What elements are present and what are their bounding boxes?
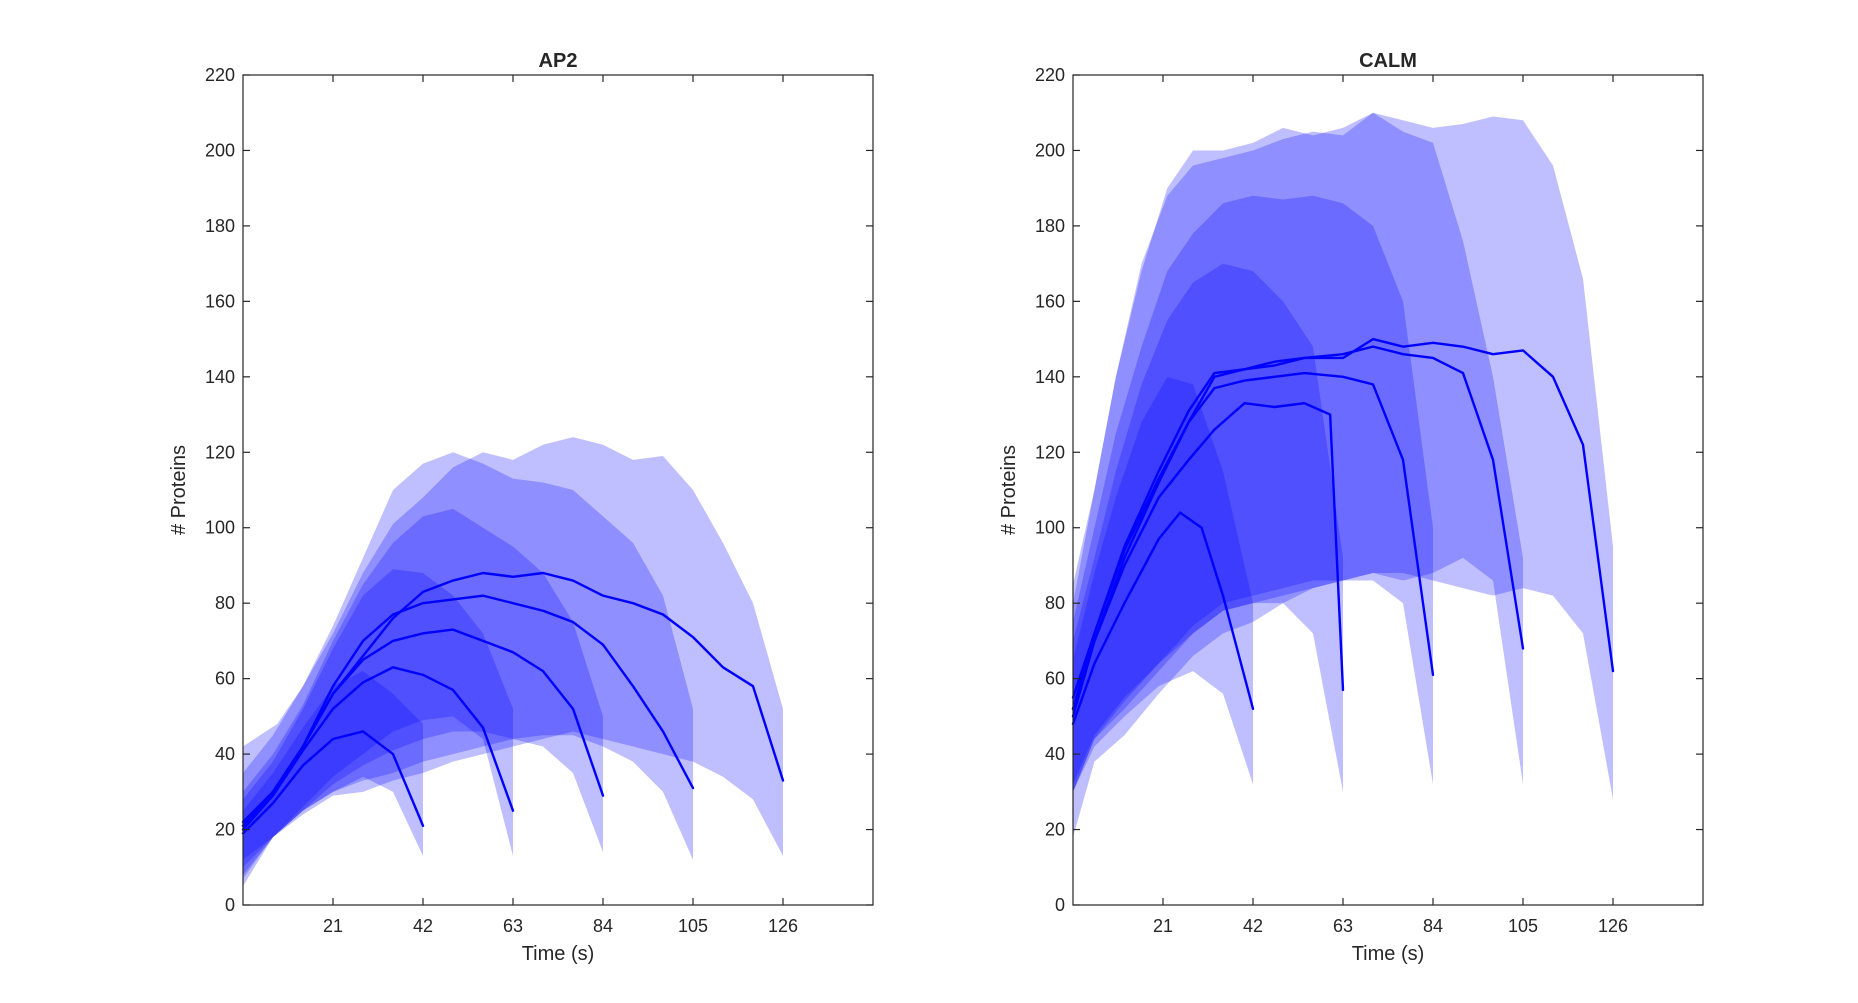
y-tick-label: 100 bbox=[205, 518, 235, 538]
confidence-band-84 bbox=[1073, 195, 1433, 792]
y-axis-label: # Proteins bbox=[168, 445, 190, 535]
y-tick-label: 140 bbox=[1035, 367, 1065, 387]
y-tick-label: 0 bbox=[1055, 895, 1065, 915]
axes-box bbox=[1072, 74, 1704, 906]
y-axis-label: # Proteins bbox=[998, 445, 1020, 535]
mean-line-84 bbox=[1071, 371, 1435, 699]
y-tick-label: 180 bbox=[1035, 216, 1065, 236]
mean-line-84 bbox=[241, 628, 605, 827]
y-tick-label: 60 bbox=[1045, 669, 1065, 689]
y-tick-label: 140 bbox=[205, 367, 235, 387]
chart-panel-ap2: 0 20 40 60 80 100 120 140 160 180 200 220 21 42 63 84 10… bbox=[168, 50, 874, 965]
x-tick-label: 126 bbox=[768, 916, 798, 936]
y-tick-label: 100 bbox=[1035, 518, 1065, 538]
y-tick-label: 120 bbox=[1035, 442, 1065, 462]
confidence-band-42 bbox=[1073, 376, 1253, 792]
confidence-band-42 bbox=[243, 671, 423, 860]
y-tick-label: 20 bbox=[215, 820, 235, 840]
x-tick-label: 42 bbox=[413, 916, 433, 936]
y-tick-label: 200 bbox=[205, 140, 235, 160]
x-axis-label: Time (s) bbox=[1352, 943, 1425, 965]
y-tick-label: 80 bbox=[215, 593, 235, 613]
y-tick-label: 80 bbox=[1045, 593, 1065, 613]
chart-panel-calm: 0 20 40 60 80 100 120 140 160 180 200 220 21 42 63 84 10… bbox=[998, 50, 1704, 965]
x-tick-label: 84 bbox=[593, 916, 613, 936]
y-tick-label: 40 bbox=[215, 744, 235, 764]
chart-title: AP2 bbox=[539, 50, 578, 72]
x-tick-label: 63 bbox=[503, 916, 523, 936]
confidence-band-126 bbox=[1073, 112, 1613, 838]
mean-line-42 bbox=[1071, 511, 1255, 726]
x-tick-label: 21 bbox=[1153, 916, 1173, 936]
y-tick-label: 0 bbox=[225, 895, 235, 915]
y-tick-label: 160 bbox=[205, 291, 235, 311]
y-tick-label: 60 bbox=[215, 669, 235, 689]
x-tick-label: 63 bbox=[1333, 916, 1353, 936]
y-tick-label: 200 bbox=[1035, 140, 1065, 160]
x-tick-label: 21 bbox=[323, 916, 343, 936]
y-tick-label: 220 bbox=[1035, 65, 1065, 85]
confidence-band-63 bbox=[1073, 263, 1343, 792]
mean-line-63 bbox=[1071, 402, 1345, 711]
x-tick-label: 105 bbox=[1508, 916, 1538, 936]
confidence-band-105 bbox=[1073, 112, 1523, 792]
x-tick-label: 42 bbox=[1243, 916, 1263, 936]
y-tick-label: 180 bbox=[205, 216, 235, 236]
y-tick-label: 40 bbox=[1045, 744, 1065, 764]
plot-area bbox=[243, 75, 873, 905]
plot-area bbox=[1073, 75, 1703, 905]
x-axis-label: Time (s) bbox=[522, 943, 595, 965]
y-tick-label: 20 bbox=[1045, 820, 1065, 840]
x-tick-label: 84 bbox=[1423, 916, 1443, 936]
mean-line-42 bbox=[241, 730, 425, 835]
confidence-band-126 bbox=[243, 437, 783, 887]
mean-line-63 bbox=[241, 666, 515, 831]
y-tick-label: 220 bbox=[205, 65, 235, 85]
mean-line-126 bbox=[1071, 337, 1615, 718]
mean-line-105 bbox=[241, 594, 695, 827]
confidence-band-84 bbox=[243, 508, 603, 875]
x-tick-label: 126 bbox=[1598, 916, 1628, 936]
chart-title: CALM bbox=[1359, 50, 1417, 72]
x-tick-label: 105 bbox=[678, 916, 708, 936]
axes-box bbox=[242, 74, 874, 906]
confidence-band-63 bbox=[243, 569, 513, 868]
confidence-band-105 bbox=[243, 452, 693, 879]
y-tick-label: 160 bbox=[1035, 291, 1065, 311]
y-tick-label: 120 bbox=[205, 442, 235, 462]
mean-line-105 bbox=[1071, 345, 1525, 711]
